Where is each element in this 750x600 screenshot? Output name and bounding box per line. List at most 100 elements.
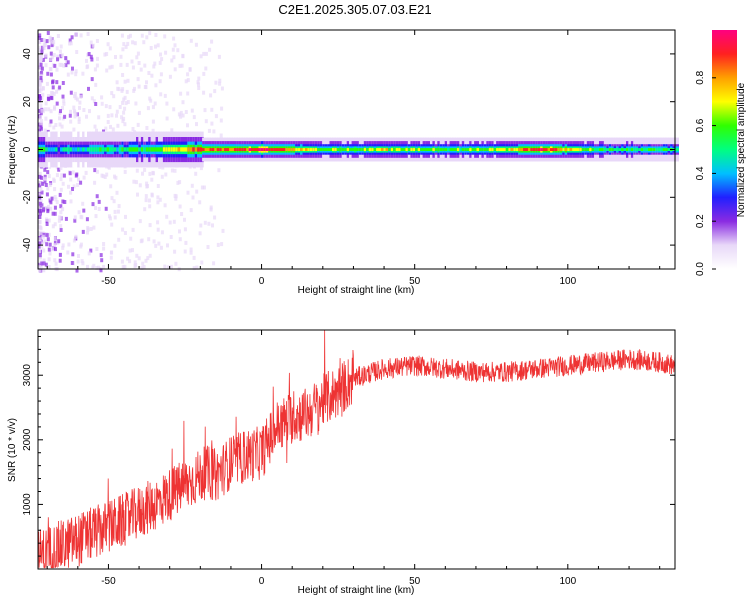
spectrogram-cell	[503, 148, 508, 151]
noise-cell	[189, 247, 193, 252]
noise-cell	[178, 204, 182, 209]
noise-cell	[45, 81, 49, 86]
noise-cell	[158, 197, 162, 202]
noise-cell	[150, 177, 154, 182]
noise-cell	[139, 67, 143, 72]
noise-cell	[212, 261, 216, 266]
noise-cell	[38, 33, 42, 38]
noise-cell	[44, 262, 48, 267]
noise-cell	[90, 96, 94, 101]
noise-cell	[43, 167, 47, 172]
noise-cell	[47, 218, 51, 223]
noise-cell	[195, 189, 199, 194]
noise-cell	[68, 113, 72, 118]
noise-cell	[102, 129, 105, 134]
noise-cell	[60, 53, 64, 58]
spectrogram-cell	[449, 148, 454, 151]
noise-cell	[46, 31, 50, 35]
noise-cell	[82, 208, 86, 213]
noise-cell	[106, 113, 110, 118]
noise-cell	[59, 224, 63, 229]
spectrogram-cell	[69, 147, 74, 152]
noise-cell	[55, 46, 59, 51]
noise-cell	[51, 91, 55, 96]
noise-cell	[115, 190, 119, 195]
noise-cell	[213, 215, 217, 220]
noise-cell	[172, 107, 176, 112]
spectrogram-cell	[123, 147, 128, 152]
noise-cell	[55, 80, 59, 85]
noise-cell	[143, 63, 147, 68]
noise-cell	[58, 49, 62, 54]
noise-cell	[197, 82, 200, 87]
spectrogram-cell	[287, 148, 292, 151]
spectrogram-cell	[491, 148, 496, 151]
spectrogram-cell	[652, 148, 657, 151]
noise-cell	[49, 36, 53, 41]
noise-cell	[40, 190, 44, 195]
noise-cell	[59, 177, 63, 182]
noise-cell	[136, 77, 140, 82]
noise-cell	[53, 258, 57, 263]
noise-cell	[108, 46, 112, 51]
noise-cell	[169, 235, 173, 239]
noise-cell	[186, 72, 190, 77]
noise-cell	[210, 121, 214, 126]
spectrogram-cell	[211, 148, 216, 151]
noise-cell	[38, 174, 42, 179]
noise-cell	[38, 108, 42, 113]
noise-cell	[198, 200, 202, 205]
noise-cell	[217, 168, 221, 173]
spectrogram-cell	[77, 147, 82, 152]
noise-cell	[73, 215, 77, 220]
noise-cell	[42, 248, 46, 253]
noise-cell	[189, 38, 193, 43]
noise-cell	[38, 115, 42, 119]
spectrogram-cell	[248, 148, 253, 151]
spectrogram-cell	[481, 148, 486, 151]
noise-cell	[38, 89, 42, 93]
spectrogram-cell	[317, 148, 322, 151]
noise-cell	[114, 175, 118, 180]
noise-cell	[135, 168, 139, 173]
noise-cell	[40, 49, 44, 54]
spectrogram-cell	[153, 147, 158, 152]
snr-series-line	[37, 329, 676, 569]
x-tick-label: 50	[409, 276, 421, 287]
noise-cell	[95, 247, 99, 251]
noise-cell	[128, 248, 132, 253]
spectrogram-cell	[155, 147, 160, 152]
spectrogram-cell	[145, 147, 150, 152]
noise-cell	[81, 229, 85, 234]
noise-cell	[49, 95, 53, 100]
spectrogram-cell	[528, 148, 532, 151]
noise-cell	[103, 175, 107, 179]
noise-cell	[96, 56, 99, 61]
noise-cell	[168, 220, 172, 225]
noise-cell	[81, 201, 85, 206]
spectrogram-cell	[116, 147, 121, 152]
noise-cell	[126, 256, 130, 261]
noise-cell	[124, 44, 128, 49]
noise-cell	[50, 196, 54, 201]
noise-cell	[81, 71, 85, 76]
noise-cell	[90, 77, 94, 82]
noise-cell	[123, 169, 127, 174]
noise-cell	[79, 180, 83, 185]
noise-cell	[39, 265, 43, 270]
spectrogram-cell	[586, 148, 591, 151]
noise-cell	[174, 261, 178, 266]
noise-cell	[38, 82, 42, 87]
noise-cell	[163, 34, 167, 39]
noise-cell	[138, 183, 142, 188]
noise-cell	[104, 206, 108, 211]
noise-cell	[47, 97, 51, 102]
noise-cell	[148, 204, 152, 209]
noise-cell	[77, 119, 81, 124]
noise-cell	[39, 199, 43, 204]
spectrogram-cell	[393, 148, 398, 151]
spectrogram-cell	[177, 147, 182, 152]
noise-cell	[121, 73, 125, 77]
noise-cell	[85, 114, 88, 119]
spectrogram-cell	[498, 148, 503, 151]
